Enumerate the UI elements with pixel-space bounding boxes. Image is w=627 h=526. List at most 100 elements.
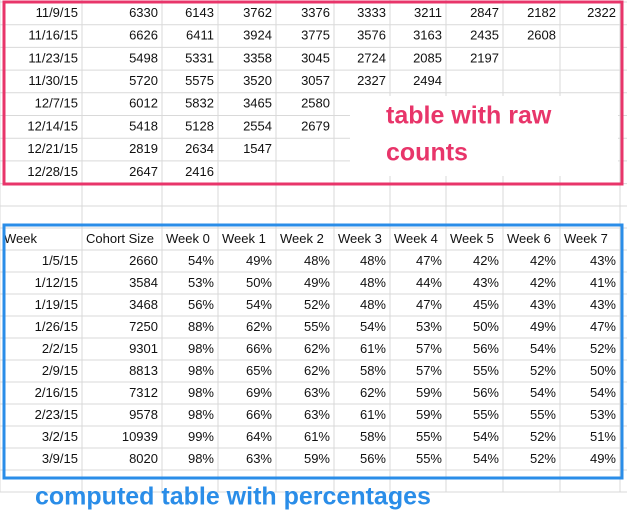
date-cell: 3/9/15 bbox=[42, 451, 78, 466]
count-cell: 5498 bbox=[129, 50, 158, 65]
date-cell: 1/19/15 bbox=[35, 297, 78, 312]
percent-cell: 62% bbox=[360, 385, 386, 400]
date-cell: 11/16/15 bbox=[28, 28, 78, 43]
date-cell: 1/12/15 bbox=[35, 275, 78, 290]
date-cell: 11/9/15 bbox=[36, 5, 78, 20]
count-cell: 3465 bbox=[243, 96, 272, 111]
count-cell: 2647 bbox=[129, 164, 158, 179]
percent-cell: 98% bbox=[188, 385, 214, 400]
count-cell: 2197 bbox=[470, 50, 499, 65]
date-cell: 2/2/15 bbox=[42, 341, 78, 356]
percent-cell: 98% bbox=[188, 341, 214, 356]
header-cell: Week 2 bbox=[280, 231, 324, 246]
percent-cell: 48% bbox=[304, 253, 330, 268]
percent-cell: 54% bbox=[530, 385, 556, 400]
count-cell: 2182 bbox=[527, 5, 556, 20]
percent-cell: 59% bbox=[416, 385, 442, 400]
percent-cell: 48% bbox=[360, 275, 386, 290]
percent-cell: 53% bbox=[590, 407, 616, 422]
percent-cell: 45% bbox=[473, 297, 499, 312]
percent-cell: 54% bbox=[360, 319, 386, 334]
percent-cell: 50% bbox=[246, 275, 272, 290]
count-cell: 2634 bbox=[185, 141, 214, 156]
count-cell: 2085 bbox=[413, 50, 442, 65]
raw-label-line: table with raw bbox=[386, 102, 552, 130]
percent-cell: 52% bbox=[304, 297, 330, 312]
header-cell: Week 6 bbox=[507, 231, 551, 246]
percent-cell: 54% bbox=[530, 341, 556, 356]
percent-cell: 88% bbox=[188, 319, 214, 334]
percent-cell: 63% bbox=[304, 407, 330, 422]
cohort-size-cell: 9578 bbox=[129, 407, 158, 422]
count-cell: 2819 bbox=[129, 141, 158, 156]
count-cell: 2580 bbox=[301, 96, 330, 111]
percent-cell: 41% bbox=[590, 275, 616, 290]
cohort-size-cell: 7250 bbox=[129, 319, 158, 334]
count-cell: 6143 bbox=[185, 5, 214, 20]
percent-cell: 49% bbox=[590, 451, 616, 466]
percent-cell: 62% bbox=[304, 341, 330, 356]
percent-cell: 55% bbox=[304, 319, 330, 334]
percent-cell: 43% bbox=[590, 297, 616, 312]
header-cell: Week 7 bbox=[564, 231, 608, 246]
date-cell: 1/5/15 bbox=[42, 253, 78, 268]
percent-cell: 55% bbox=[416, 429, 442, 444]
percent-cell: 61% bbox=[360, 407, 386, 422]
date-cell: 12/21/15 bbox=[27, 141, 78, 156]
count-cell: 3775 bbox=[301, 28, 330, 43]
count-cell: 5832 bbox=[185, 96, 214, 111]
percent-cell: 57% bbox=[416, 341, 442, 356]
percent-cell: 54% bbox=[188, 253, 214, 268]
date-cell: 3/2/15 bbox=[42, 429, 78, 444]
percent-cell: 49% bbox=[530, 319, 556, 334]
header-cell: Week 0 bbox=[166, 231, 210, 246]
percent-cell: 58% bbox=[360, 429, 386, 444]
date-cell: 12/7/15 bbox=[35, 96, 78, 111]
count-cell: 3762 bbox=[243, 5, 272, 20]
count-cell: 3376 bbox=[301, 5, 330, 20]
percent-cell: 50% bbox=[473, 319, 499, 334]
percent-cell: 42% bbox=[530, 253, 556, 268]
raw-table-frame bbox=[2, 0, 624, 186]
count-cell: 5418 bbox=[129, 118, 158, 133]
count-cell: 5720 bbox=[129, 73, 158, 88]
count-cell: 2327 bbox=[357, 73, 386, 88]
percent-cell: 55% bbox=[473, 407, 499, 422]
cohort-size-cell: 7312 bbox=[129, 385, 158, 400]
percent-cell: 43% bbox=[590, 253, 616, 268]
header-cell: Week bbox=[4, 231, 37, 246]
count-cell: 5331 bbox=[185, 50, 214, 65]
percent-cell: 42% bbox=[473, 253, 499, 268]
percent-cell: 54% bbox=[246, 297, 272, 312]
percent-cell: 48% bbox=[360, 297, 386, 312]
count-cell: 6411 bbox=[186, 28, 214, 43]
date-cell: 2/9/15 bbox=[42, 363, 78, 378]
date-cell: 11/30/15 bbox=[28, 73, 78, 88]
raw-label-line: counts bbox=[386, 139, 468, 167]
computed-label: computed table with percentages bbox=[35, 483, 431, 511]
percent-cell: 56% bbox=[188, 297, 214, 312]
date-cell: 11/23/15 bbox=[28, 50, 78, 65]
percent-cell: 52% bbox=[590, 341, 616, 356]
percent-cell: 43% bbox=[473, 275, 499, 290]
percent-cell: 49% bbox=[246, 253, 272, 268]
percent-cell: 47% bbox=[416, 297, 442, 312]
cohort-size-cell: 2660 bbox=[129, 253, 158, 268]
percent-cell: 66% bbox=[246, 407, 272, 422]
percent-cell: 98% bbox=[188, 363, 214, 378]
percent-cell: 50% bbox=[590, 363, 616, 378]
percent-cell: 49% bbox=[304, 275, 330, 290]
count-cell: 3211 bbox=[414, 5, 442, 20]
percent-cell: 54% bbox=[473, 429, 499, 444]
header-cell: Cohort Size bbox=[86, 231, 154, 246]
header-cell: Week 4 bbox=[394, 231, 438, 246]
percent-cell: 52% bbox=[530, 451, 556, 466]
count-cell: 2608 bbox=[527, 28, 556, 43]
count-cell: 2554 bbox=[243, 118, 272, 133]
cohort-size-cell: 10939 bbox=[122, 429, 158, 444]
date-cell: 12/14/15 bbox=[27, 118, 78, 133]
percent-cell: 47% bbox=[416, 253, 442, 268]
count-cell: 2416 bbox=[185, 164, 214, 179]
header-cell: Week 3 bbox=[338, 231, 382, 246]
count-cell: 5128 bbox=[185, 118, 214, 133]
